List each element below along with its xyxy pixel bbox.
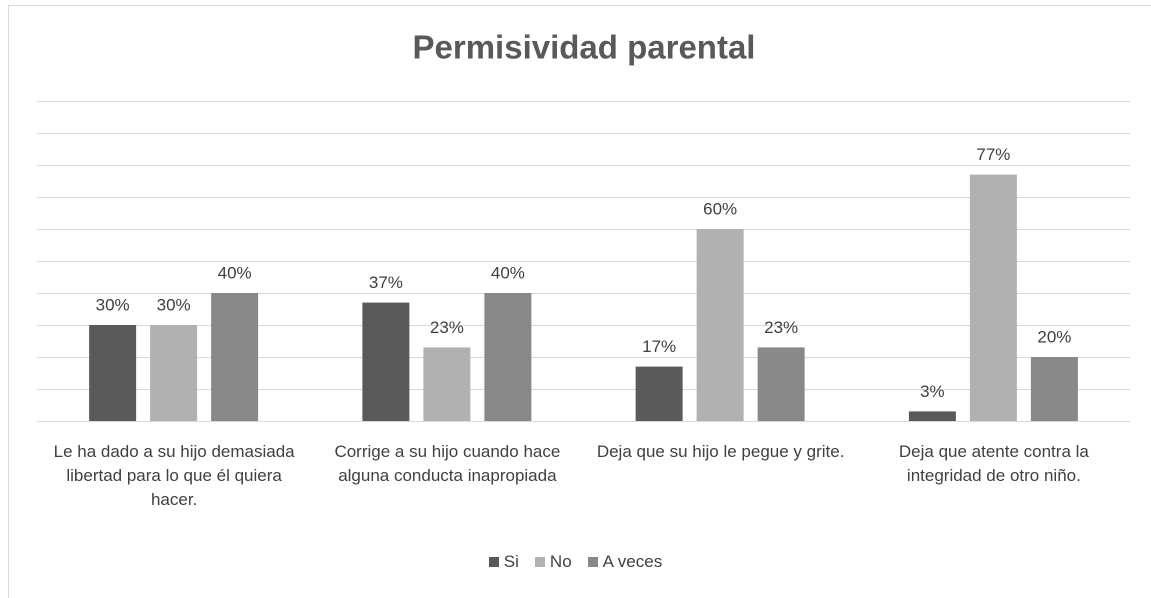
x-tick-label: Le ha dado a su hijo demasiada libertad …	[53, 442, 295, 509]
data-label: 30%	[96, 295, 130, 314]
bar	[423, 347, 471, 421]
bar	[362, 302, 410, 421]
bar	[969, 174, 1017, 421]
legend-item: Si	[488, 552, 519, 572]
legend-label: No	[549, 552, 572, 571]
x-tick-label: Deja que su hijo le pegue y grite.	[596, 442, 845, 461]
legend-swatch	[488, 557, 499, 567]
bar	[1030, 357, 1078, 421]
data-label: 40%	[491, 263, 525, 282]
bar	[635, 366, 683, 421]
data-label: 23%	[764, 318, 798, 337]
x-tick-label: Deja que atente contra la integridad de …	[898, 442, 1089, 485]
legend: Si No A veces	[0, 552, 1151, 572]
legend-item: No	[534, 552, 572, 572]
legend-item: A veces	[587, 552, 663, 572]
bar	[757, 347, 805, 421]
legend-swatch	[587, 557, 598, 567]
bar	[150, 325, 198, 421]
bar	[484, 293, 532, 421]
bar	[908, 411, 956, 421]
bar	[211, 293, 259, 421]
x-tick-label: Corrige a su hijo cuando hace alguna con…	[334, 442, 561, 485]
data-label: 30%	[157, 295, 191, 314]
data-label: 60%	[703, 199, 737, 218]
data-label: 40%	[218, 263, 252, 282]
data-label: 23%	[430, 318, 464, 337]
data-label: 3%	[920, 382, 945, 401]
bar	[89, 325, 137, 421]
data-label: 20%	[1037, 327, 1071, 346]
data-label: 37%	[369, 273, 403, 292]
legend-label: A veces	[602, 552, 663, 571]
legend-label: Si	[503, 552, 519, 571]
chart-border	[8, 5, 1151, 598]
data-label: 77%	[976, 145, 1010, 164]
chart-title: Permisividad parental	[413, 29, 756, 66]
bar	[696, 229, 744, 421]
data-label: 17%	[642, 337, 676, 356]
legend-swatch	[534, 557, 545, 567]
